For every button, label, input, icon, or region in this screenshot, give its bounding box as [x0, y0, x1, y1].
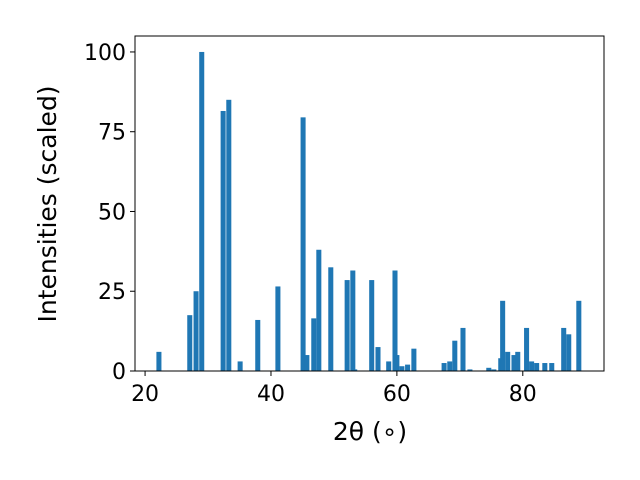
bar: [491, 369, 497, 371]
bar: [399, 366, 405, 371]
bar: [220, 110, 226, 371]
x-tick-label: 20: [131, 382, 159, 407]
plot-frame: [134, 35, 605, 372]
x-axis-label: 2θ (∘): [333, 417, 407, 446]
y-axis-label: Intensities (scaled): [33, 85, 62, 322]
y-tick-label: 75: [98, 121, 126, 146]
x-tick-label: 60: [383, 382, 411, 407]
bar: [441, 363, 447, 371]
bar: [275, 286, 281, 371]
bar: [542, 363, 548, 371]
bar: [394, 355, 400, 371]
bar: [452, 340, 458, 371]
bar: [392, 270, 398, 371]
bar: [316, 249, 322, 371]
bar: [500, 300, 506, 371]
bar: [300, 117, 306, 371]
bar: [467, 369, 473, 371]
bar: [566, 334, 572, 371]
bar: [187, 315, 193, 371]
y-tick-label: 100: [84, 41, 126, 66]
bar: [350, 270, 356, 371]
bar: [460, 327, 466, 371]
bar: [199, 51, 205, 371]
bar: [344, 280, 350, 371]
bar: [486, 367, 492, 371]
bar: [447, 361, 453, 371]
bar: [549, 363, 555, 371]
bar: [405, 364, 411, 371]
bar: [255, 319, 261, 371]
bar: [386, 361, 392, 371]
bar: [352, 369, 358, 371]
bar: [237, 361, 243, 371]
bar: [311, 318, 317, 371]
y-tick-label: 25: [98, 280, 126, 305]
bar: [524, 327, 530, 371]
bar: [515, 351, 521, 371]
bar: [375, 347, 381, 371]
x-tick-label: 40: [257, 382, 285, 407]
bar: [561, 327, 567, 371]
x-tick-label: 80: [509, 382, 537, 407]
bar: [156, 351, 162, 371]
bar: [328, 267, 334, 371]
bar: [411, 348, 417, 371]
bar: [576, 300, 582, 371]
bar: [534, 363, 540, 371]
bar: [193, 291, 199, 371]
bar: [529, 361, 535, 371]
y-tick-label: 50: [98, 200, 126, 225]
bar: [505, 351, 511, 371]
bar: [511, 355, 517, 371]
bar: [369, 280, 375, 371]
bar: [304, 355, 310, 371]
bar: [226, 99, 232, 372]
y-tick-label: 0: [112, 360, 126, 385]
